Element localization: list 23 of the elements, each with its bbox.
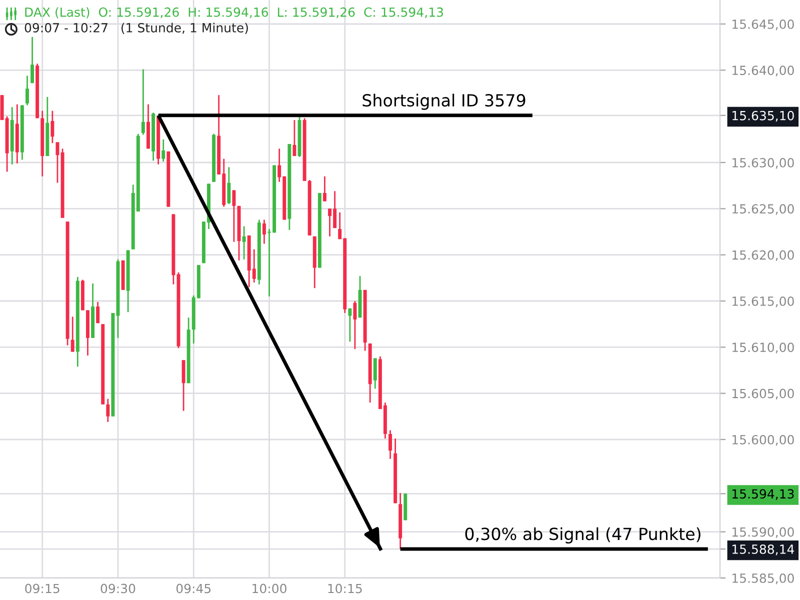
y-tick-label: 15.590,00 bbox=[732, 527, 794, 538]
y-tick-label: 15.605,00 bbox=[732, 388, 794, 400]
y-tick-label: 15.585,00 bbox=[732, 573, 794, 584]
y-tick-label: 15.620,00 bbox=[732, 250, 794, 262]
text: 09:07 - 10:27 (1 Stunde, 1 Minute) bbox=[24, 22, 248, 34]
annotation: Shortsignal ID 3579 bbox=[362, 94, 526, 110]
y-tick-label: 15.640,00 bbox=[732, 66, 794, 76]
x-tick-label: 09:15 bbox=[25, 584, 60, 594]
x-tick-label: 09:30 bbox=[100, 584, 136, 594]
y-tick-label: 15.615,00 bbox=[732, 296, 794, 308]
y-tick-label: 15.600,00 bbox=[732, 434, 794, 446]
x-tick-label: 09:45 bbox=[176, 584, 211, 594]
x-tick-label: 10:00 bbox=[252, 584, 286, 594]
annotation: 0,30% ab Signal (47 Punkte) bbox=[465, 527, 700, 544]
y-tick-label: 15.635,10 bbox=[732, 110, 794, 122]
text: DAX (Last) O: 15.591,26 H: 15.594,16 L: 15.591,26 C: 15.594,13 bbox=[25, 7, 443, 18]
x-tick-label: 10:15 bbox=[328, 584, 362, 594]
y-tick-label: 15.625,00 bbox=[732, 204, 794, 215]
y-tick-label: 15.594,13 bbox=[732, 489, 794, 500]
y-tick-label: 15.588,14 bbox=[732, 544, 794, 556]
y-tick-label: 15.610,00 bbox=[732, 342, 794, 354]
y-tick-label: 15.645,00 bbox=[732, 19, 794, 30]
y-tick-label: 15.630,00 bbox=[732, 158, 794, 169]
